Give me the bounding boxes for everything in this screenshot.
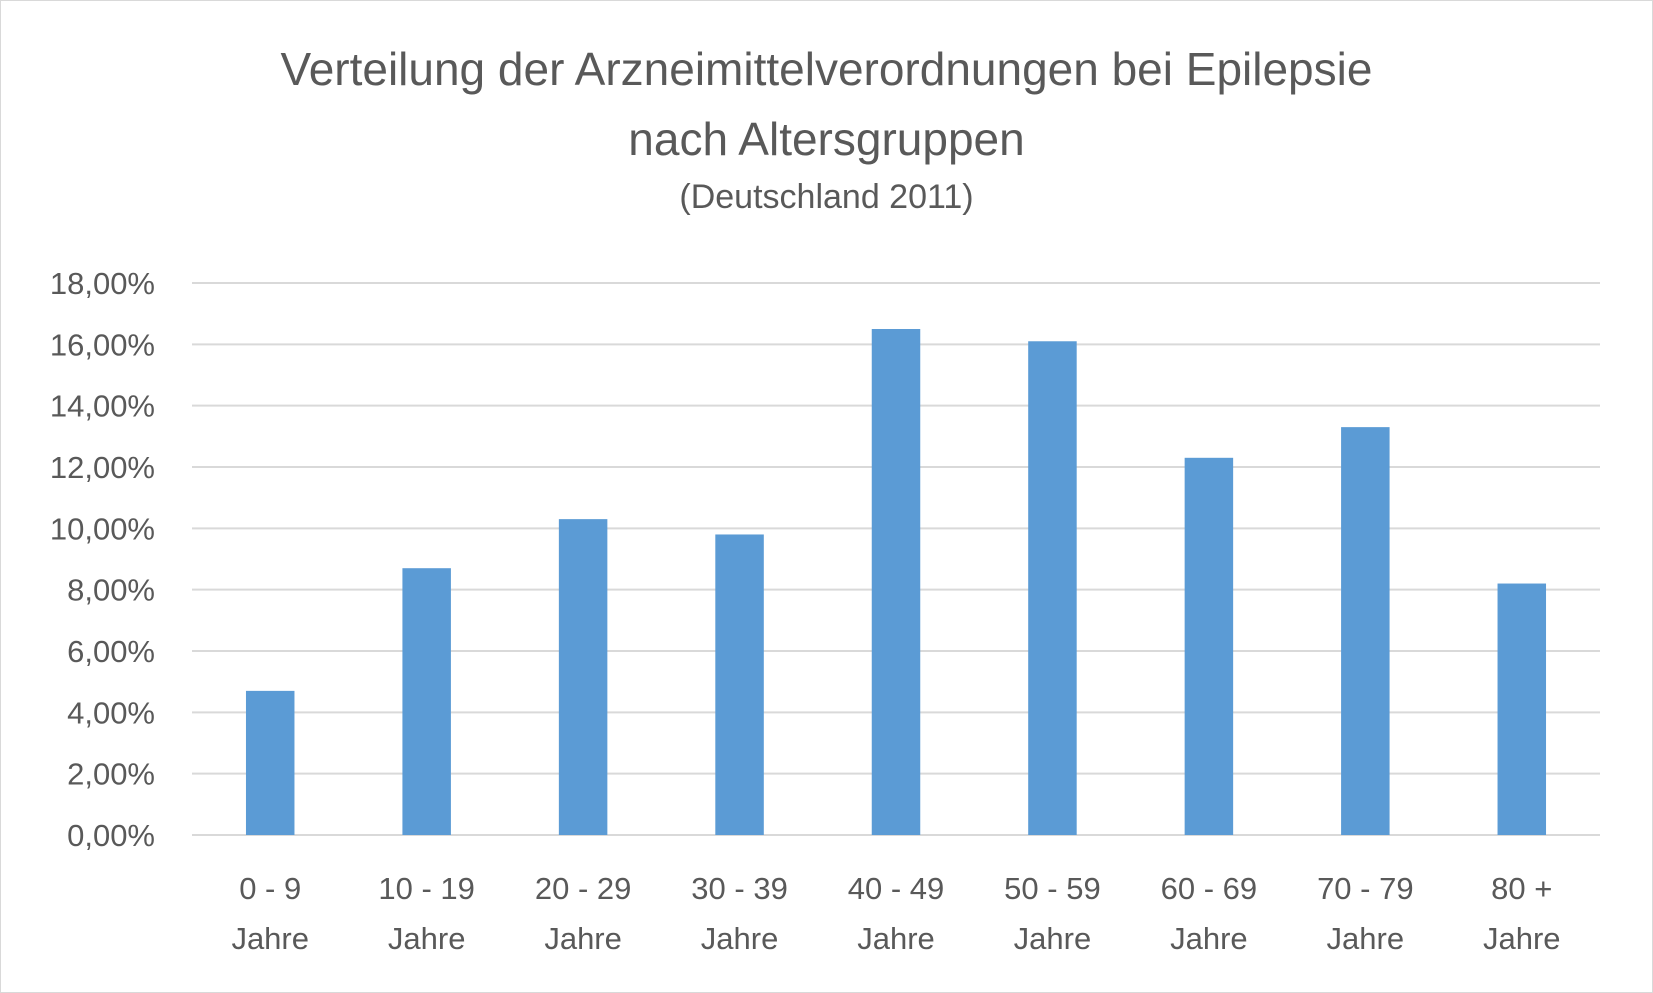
- y-tick-label: 18,00%: [50, 266, 155, 301]
- y-tick-label: 8,00%: [67, 573, 155, 608]
- x-tick-label: 60 - 69: [1161, 871, 1258, 906]
- y-tick-label: 6,00%: [67, 634, 155, 669]
- y-tick-label: 2,00%: [67, 757, 155, 792]
- x-tick-label: 10 - 19: [378, 871, 475, 906]
- bar: [1341, 427, 1390, 835]
- bar: [715, 534, 764, 835]
- x-tick-label: Jahre: [701, 921, 779, 956]
- bar: [1497, 583, 1547, 835]
- chart-subtitle: (Deutschland 2011): [679, 178, 974, 216]
- x-tick-label: Jahre: [1483, 921, 1561, 956]
- x-tick-label: Jahre: [544, 921, 622, 956]
- x-tick-label: 20 - 29: [535, 871, 632, 906]
- bar: [402, 568, 451, 835]
- x-tick-label: Jahre: [388, 921, 466, 956]
- y-tick-label: 12,00%: [50, 450, 155, 485]
- bar: [1184, 457, 1234, 835]
- x-tick-label: Jahre: [231, 921, 309, 956]
- y-tick-label: 0,00%: [67, 818, 155, 853]
- bar: [1028, 341, 1077, 835]
- chart-title-line2: nach Altersgruppen: [628, 113, 1025, 165]
- bar: [871, 329, 921, 835]
- x-tick-label: 30 - 39: [691, 871, 788, 906]
- bar: [245, 690, 295, 835]
- x-tick-label: 50 - 59: [1004, 871, 1101, 906]
- y-tick-label: 4,00%: [67, 695, 155, 730]
- x-tick-label: 40 - 49: [848, 871, 945, 906]
- x-tick-label: Jahre: [1014, 921, 1092, 956]
- x-tick-label: 0 - 9: [239, 871, 301, 906]
- x-tick-label: 70 - 79: [1317, 871, 1414, 906]
- bar: [558, 519, 608, 835]
- x-tick-label: 80 +: [1491, 871, 1552, 906]
- chart-title-line1: Verteilung der Arzneimittelverordnungen …: [280, 43, 1373, 95]
- y-tick-label: 10,00%: [50, 511, 155, 546]
- x-tick-label: Jahre: [1170, 921, 1248, 956]
- y-tick-label: 14,00%: [50, 389, 155, 424]
- x-tick-label: Jahre: [857, 921, 935, 956]
- x-tick-label: Jahre: [1327, 921, 1405, 956]
- y-tick-label: 16,00%: [50, 327, 155, 362]
